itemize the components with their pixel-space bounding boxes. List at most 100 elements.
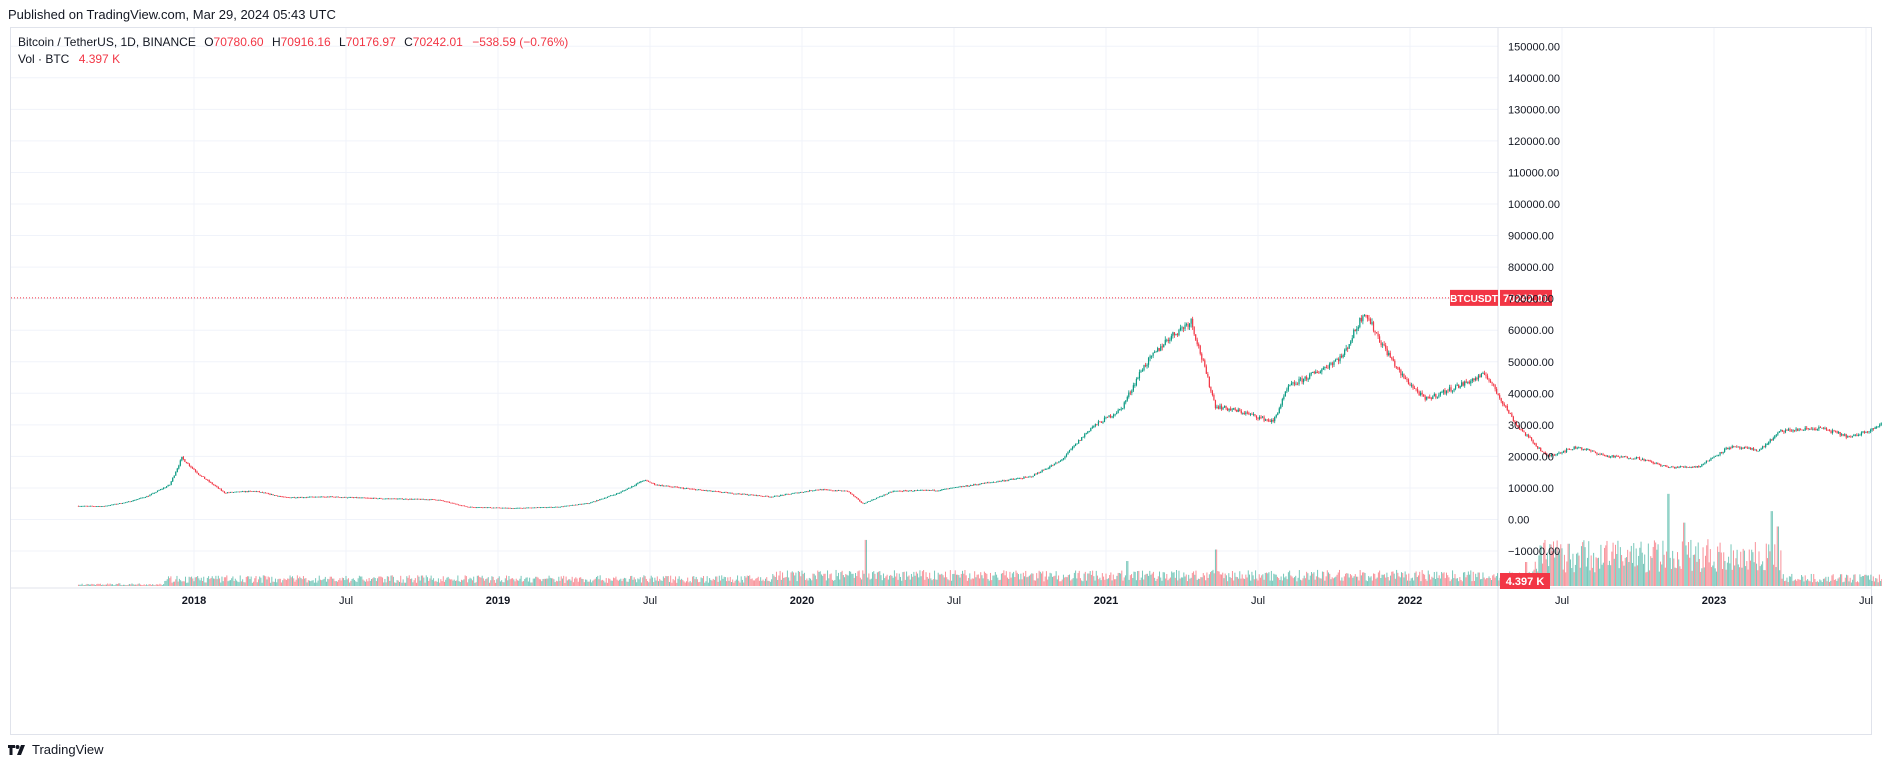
candle-body (527, 507, 529, 509)
candle-body (872, 499, 875, 501)
brand-name[interactable]: TradingView (32, 742, 104, 757)
volume-bar (818, 571, 820, 586)
volume-bar (1007, 577, 1009, 586)
candle-body (463, 505, 466, 507)
candle-body (289, 497, 291, 499)
volume-bar (1775, 567, 1777, 586)
volume-bar (1698, 558, 1700, 586)
candle-body (1597, 453, 1600, 455)
volume-bar (527, 581, 529, 586)
volume-bar (487, 577, 489, 586)
candle-body (1304, 376, 1306, 379)
candle-body (1108, 415, 1110, 418)
candle-body (1213, 394, 1215, 401)
volume-bar (1629, 551, 1631, 586)
volume-bar (300, 578, 302, 586)
volume-bar (524, 579, 526, 586)
candle-body (790, 493, 792, 495)
candle-body (210, 481, 212, 483)
volume-bar (1836, 580, 1838, 586)
candle-body (640, 481, 642, 483)
candle-body (555, 506, 557, 508)
volume-bar (1352, 577, 1354, 586)
candle-body (1625, 456, 1627, 458)
volume-bar (1692, 554, 1694, 586)
candle-body (1727, 447, 1729, 450)
volume-bar (767, 580, 769, 586)
volume-bar (1238, 578, 1240, 586)
volume-bar (909, 579, 911, 586)
symbol-title[interactable]: Bitcoin / TetherUS, 1D, BINANCE (18, 35, 196, 49)
candle-body (1734, 446, 1736, 448)
volume-bar (264, 575, 266, 586)
volume-bar (1495, 576, 1497, 586)
volume-bar (1191, 572, 1193, 586)
volume-bar (238, 582, 240, 586)
volume-bar (354, 579, 356, 586)
candle-body (153, 492, 156, 494)
volume-bar (1435, 578, 1437, 586)
volume-bar (1749, 560, 1751, 586)
volume-label[interactable]: Vol · BTC (18, 52, 70, 66)
candle-body (120, 503, 122, 504)
candle-body (1646, 459, 1648, 461)
candle-body (111, 504, 113, 506)
volume-bar (631, 575, 633, 586)
candle-body (1336, 359, 1338, 360)
volume-bar (789, 580, 791, 586)
candle-body (1251, 413, 1253, 415)
candle-body (234, 491, 236, 493)
low-label: L (339, 35, 346, 49)
candle-body (754, 494, 756, 496)
volume-bar (983, 571, 985, 586)
volume-bar (448, 578, 450, 586)
volume-bar (446, 577, 448, 586)
candle-body (670, 486, 672, 488)
volume-bar (1776, 526, 1778, 586)
candle-body (546, 507, 548, 509)
volume-bar (1689, 557, 1691, 586)
candle-body (751, 494, 753, 496)
volume-bar (289, 575, 291, 586)
candle-body (1725, 447, 1727, 449)
volume-bar (683, 581, 685, 586)
candle-body (1617, 456, 1619, 457)
candle-body (237, 491, 239, 493)
volume-bar (625, 578, 627, 586)
volume-bar (908, 575, 910, 586)
volume-bar (113, 585, 115, 586)
candle-body (134, 500, 136, 501)
volume-bar (312, 580, 314, 586)
volume-bar (947, 579, 949, 586)
candle-body (439, 499, 441, 501)
candle-body (1579, 447, 1581, 449)
candle-body (919, 489, 922, 491)
volume-bar (386, 576, 388, 586)
candle-body (1295, 383, 1297, 385)
volume-bar (519, 578, 521, 586)
candle-body (1719, 452, 1721, 455)
volume-bar (1694, 554, 1696, 586)
volume-bar (475, 582, 477, 586)
volume-bar (338, 579, 340, 586)
candle-body (451, 502, 453, 504)
candle-body (1280, 404, 1282, 409)
volume-bar (271, 576, 273, 586)
volume-bar (1279, 579, 1281, 586)
candle-body (1737, 446, 1739, 448)
volume-bar (1223, 578, 1225, 586)
volume-bar (576, 578, 578, 586)
candle-body (108, 505, 110, 507)
candle-body (1005, 480, 1007, 482)
volume-bar (912, 576, 914, 586)
candle-body (83, 505, 86, 507)
candle-body (1040, 472, 1042, 474)
volume-bar (1786, 577, 1788, 586)
volume-bar (959, 577, 961, 586)
volume-bar (727, 577, 729, 586)
candle-body (1531, 437, 1533, 440)
volume-bar (311, 580, 313, 586)
volume-bar (488, 582, 490, 586)
x-tick-label: 2019 (486, 595, 510, 607)
